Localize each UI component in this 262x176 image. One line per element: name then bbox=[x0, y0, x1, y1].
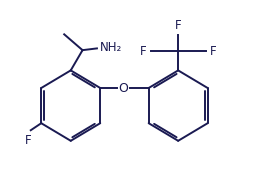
Text: O: O bbox=[119, 81, 129, 95]
Text: F: F bbox=[175, 19, 182, 32]
Text: F: F bbox=[210, 45, 216, 58]
Text: NH₂: NH₂ bbox=[100, 41, 122, 54]
Text: F: F bbox=[25, 134, 31, 147]
Text: F: F bbox=[140, 45, 147, 58]
